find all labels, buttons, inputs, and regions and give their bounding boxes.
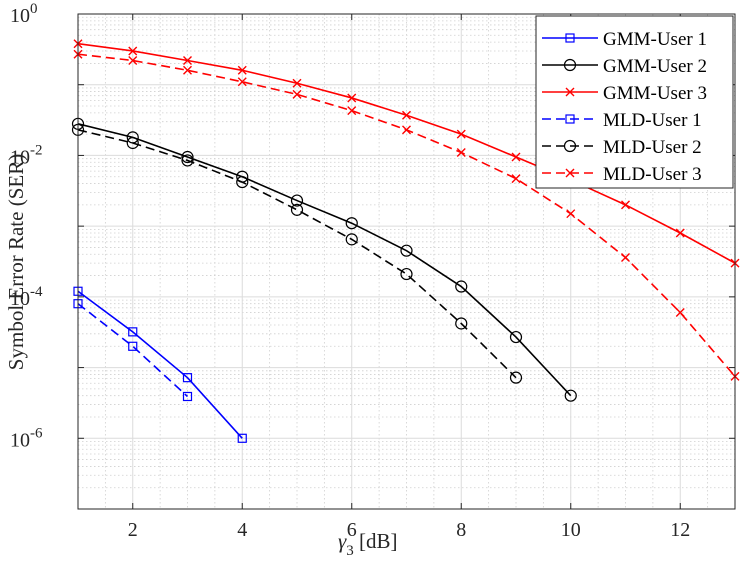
series-line xyxy=(77,129,517,379)
marker-x xyxy=(402,125,411,135)
marker-square xyxy=(182,373,193,383)
series-line xyxy=(77,290,243,439)
marker-circle xyxy=(126,136,139,150)
series-line xyxy=(77,303,189,398)
x-tick-label: 8 xyxy=(456,519,466,541)
marker-circle xyxy=(345,217,358,230)
legend-entry-label: MLD-User 3 xyxy=(603,164,702,185)
marker-circle xyxy=(455,280,468,293)
x-axis-label-unit: [dB] xyxy=(354,529,398,553)
marker-x xyxy=(565,87,575,97)
marker-circle xyxy=(400,267,413,281)
marker-circle xyxy=(181,150,194,164)
marker-x xyxy=(511,152,521,162)
x-tick-label: 10 xyxy=(561,519,581,541)
legend-entry-label: GMM-User 1 xyxy=(603,29,707,50)
marker-x xyxy=(183,65,192,75)
marker-x xyxy=(621,253,630,263)
marker-x xyxy=(347,93,357,103)
marker-square xyxy=(237,433,247,443)
series-mld-user-3 xyxy=(73,49,740,381)
y-tick-exponent: 0 xyxy=(30,1,38,17)
plot-frame xyxy=(77,13,736,510)
legend-entry-label: MLD-User 2 xyxy=(603,137,702,158)
marker-circle xyxy=(564,389,577,402)
marker-x xyxy=(237,77,247,87)
marker-circle xyxy=(563,139,577,153)
y-tick-label: 10-4 xyxy=(10,284,43,310)
marker-x xyxy=(456,129,466,139)
marker-x xyxy=(292,89,302,99)
y-tick-exponent: -2 xyxy=(30,142,43,158)
marker-x xyxy=(511,174,521,184)
series-mld-user-2 xyxy=(71,123,523,384)
legend-entry-label: GMM-User 2 xyxy=(603,56,707,77)
y-axis-label: Symbol Error Rate (SER) xyxy=(4,154,28,370)
series-layer xyxy=(71,39,740,443)
marker-x xyxy=(456,148,466,157)
marker-square xyxy=(182,391,193,402)
marker-x xyxy=(402,110,411,120)
legend-entry-label: MLD-User 1 xyxy=(603,110,702,131)
marker-circle xyxy=(509,330,523,344)
marker-square xyxy=(565,114,575,124)
marker-circle xyxy=(290,194,304,207)
series-gmm-user-2 xyxy=(71,117,577,402)
marker-circle xyxy=(236,175,249,189)
legend-box xyxy=(535,15,734,189)
legend: GMM-User 1 GMM-User 2 GMM-User 3 MLD-User 1… xyxy=(535,15,734,189)
marker-x xyxy=(675,228,685,238)
marker-x xyxy=(183,56,192,65)
marker-square xyxy=(128,327,138,337)
series-gmm-user-3 xyxy=(73,39,740,268)
x-tick-label: 12 xyxy=(670,519,690,541)
x-axis-label-symbol: γ xyxy=(338,529,347,553)
marker-square xyxy=(128,341,138,351)
marker-circle xyxy=(290,203,304,216)
marker-x xyxy=(621,200,630,210)
y-tick-base: 10 xyxy=(10,5,30,27)
marker-circle xyxy=(563,58,577,72)
series-gmm-user-1 xyxy=(73,286,247,443)
y-tick-label: 10-6 xyxy=(10,425,43,451)
marker-x xyxy=(675,308,685,318)
x-tick-labels: 2 4 6 8 10 12 xyxy=(128,519,691,541)
y-tick-label: 10-2 xyxy=(10,142,43,168)
y-tick-exponent: -4 xyxy=(30,284,43,300)
marker-x xyxy=(566,209,576,219)
y-tick-label: 100 xyxy=(10,1,38,27)
marker-x xyxy=(565,168,575,178)
series-line xyxy=(77,123,572,397)
marker-circle xyxy=(455,317,468,330)
x-tick-label: 4 xyxy=(237,519,247,541)
y-tick-exponent: -6 xyxy=(30,425,43,441)
y-tick-base: 10 xyxy=(10,146,30,168)
marker-x xyxy=(237,65,247,75)
marker-x xyxy=(347,106,357,116)
marker-circle xyxy=(509,371,523,384)
marker-circle xyxy=(400,244,413,257)
x-tick-label: 2 xyxy=(128,519,138,541)
x-axis-label: γ3 [dB] xyxy=(338,529,398,559)
marker-circle xyxy=(345,233,358,246)
x-tick-label: 6 xyxy=(347,519,357,541)
x-axis-label-subscript: 3 xyxy=(346,543,354,559)
y-tick-base: 10 xyxy=(10,429,30,451)
minor-grid xyxy=(77,14,736,509)
marker-x xyxy=(128,56,138,65)
marker-x xyxy=(128,46,138,56)
marker-square xyxy=(565,33,575,43)
legend-entry-label: GMM-User 3 xyxy=(603,83,707,104)
marker-x xyxy=(292,78,302,88)
marker-circle xyxy=(181,154,194,167)
y-tick-base: 10 xyxy=(10,288,30,310)
